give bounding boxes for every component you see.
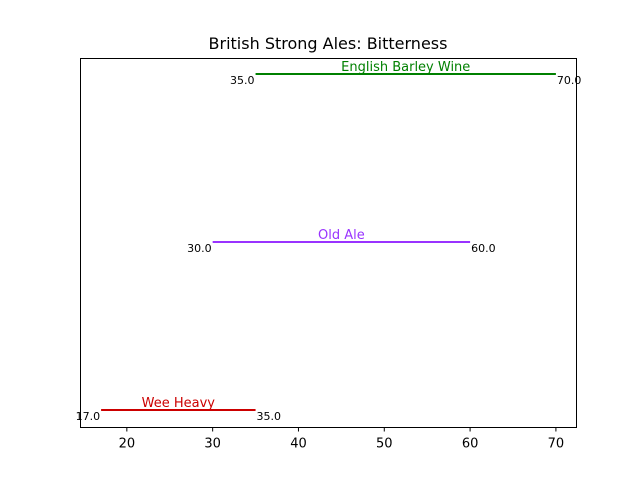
plot-area-frame <box>80 58 577 428</box>
x-tick-label: 70 <box>548 437 565 452</box>
range-end-label: 35.0 <box>257 410 282 423</box>
series-layer: English Barley Wine 35.0 70.0 Old Ale 30.0 60… <box>76 60 582 423</box>
range-end-label: 60.0 <box>471 242 496 255</box>
x-tick-label: 20 <box>119 437 136 452</box>
series-name-label: English Barley Wine <box>341 60 470 75</box>
range-start-label: 30.0 <box>187 242 212 255</box>
x-tick-label: 50 <box>376 437 393 452</box>
range-end-label: 70.0 <box>557 74 582 87</box>
x-axis: 20 30 40 50 60 70 <box>119 427 565 452</box>
range-start-label: 17.0 <box>76 410 101 423</box>
x-tick-label: 60 <box>462 437 479 452</box>
series-name-label: Wee Heavy <box>142 396 216 411</box>
chart-title: British Strong Ales: Bitterness <box>209 34 448 53</box>
series-name-label: Old Ale <box>318 228 365 243</box>
x-tick-label: 40 <box>290 437 307 452</box>
range-start-label: 35.0 <box>230 74 255 87</box>
x-tick-label: 30 <box>204 437 221 452</box>
